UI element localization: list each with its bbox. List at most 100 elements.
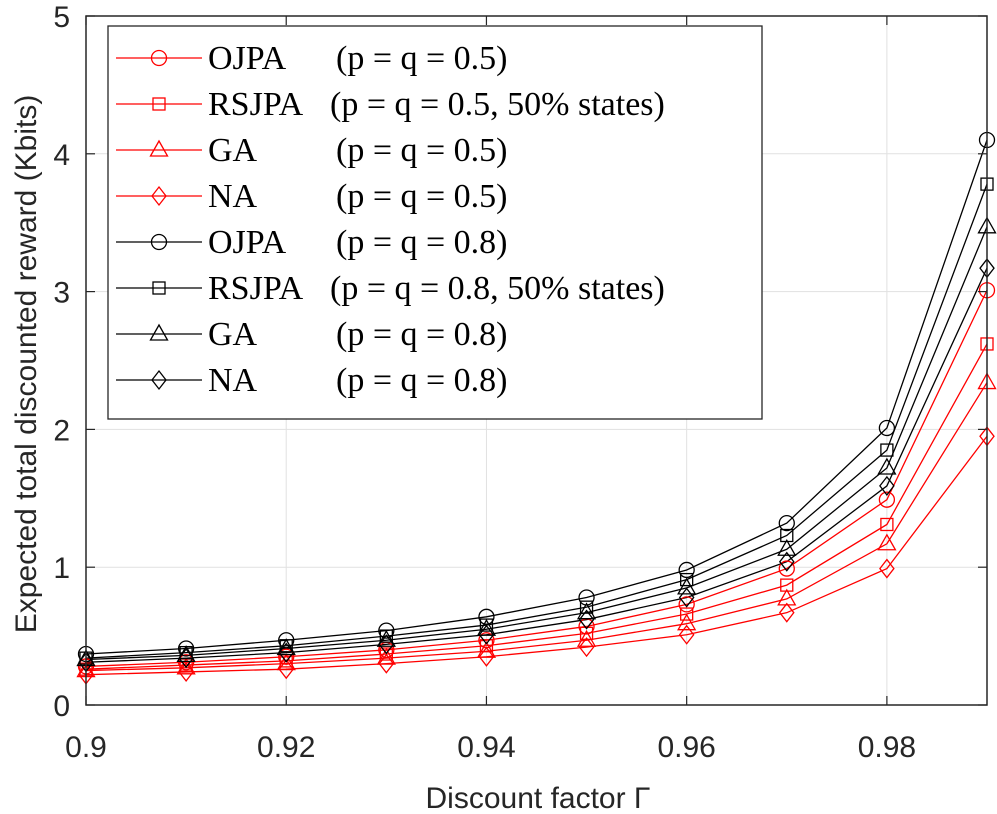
data-point-ga-6 — [877, 457, 897, 475]
data-point-ojpa-0 — [177, 654, 195, 671]
data-point-rsjpa-1 — [880, 517, 894, 532]
data-point-ojpa-4 — [378, 622, 395, 639]
data-point-ga-2 — [476, 640, 497, 658]
legend-series-name: OJPA — [208, 224, 287, 261]
legend-series-condition: (p = q = 0.8, 50% states) — [330, 270, 665, 307]
data-point-ojpa-4 — [678, 561, 695, 579]
legend-series-condition: (p = q = 0.8) — [336, 362, 508, 399]
y-tick-label: 0 — [53, 690, 70, 723]
y-tick-label: 3 — [53, 277, 70, 310]
data-point-na-7 — [378, 634, 395, 655]
data-point-ojpa-0 — [878, 491, 896, 508]
x-tick-label: 0.96 — [657, 731, 715, 764]
series-lines — [85, 139, 988, 676]
data-point-ojpa-0 — [678, 596, 695, 613]
data-point-rsjpa-1 — [479, 639, 494, 653]
data-point-na-7 — [178, 648, 194, 669]
data-point-na-3 — [378, 653, 395, 674]
data-point-ojpa-4 — [177, 640, 195, 657]
y-tick-label: 1 — [53, 552, 70, 585]
data-point-rsjpa-1 — [680, 607, 694, 621]
y-axis-label: Expected total discounted reward (Kbits) — [10, 95, 43, 634]
data-point-rsjpa-5 — [579, 600, 594, 614]
legend-series-name: GA — [208, 316, 258, 353]
data-point-na-7 — [778, 551, 795, 572]
legend-series-name: RSJPA — [208, 270, 304, 307]
legend-marker — [150, 233, 168, 251]
data-point-rsjpa-1 — [579, 626, 594, 640]
data-point-na-3 — [278, 659, 295, 680]
data-point-ga-2 — [276, 653, 296, 671]
legend-series-name: OJPA — [208, 40, 287, 77]
legend-marker — [151, 369, 167, 391]
legend-series-condition: (p = q = 0.5, 50% states) — [330, 86, 665, 123]
data-point-ga-6 — [777, 538, 797, 556]
data-point-ga-2 — [576, 629, 597, 647]
data-point-ojpa-0 — [278, 648, 295, 665]
data-point-ojpa-0 — [778, 560, 795, 577]
data-point-ga-2 — [777, 588, 797, 606]
legend-marker — [152, 97, 166, 111]
data-point-rsjpa-5 — [680, 572, 694, 587]
data-point-ga-6 — [476, 618, 497, 636]
data-point-na-3 — [778, 602, 795, 623]
data-point-ga-2 — [176, 657, 196, 675]
data-point-na-7 — [879, 475, 895, 496]
y-tick-labels: 0 1 2 3 4 5 — [53, 1, 70, 723]
series-line-na-7 — [85, 267, 988, 663]
x-tick-label: 0.98 — [858, 731, 916, 764]
y-tick-label: 5 — [53, 1, 70, 34]
x-tick-label: 0.94 — [457, 731, 515, 764]
series-line-ojpa-4 — [85, 139, 988, 655]
data-point-ojpa-4 — [278, 632, 295, 649]
data-point-ga-2 — [877, 533, 897, 551]
series-line-rsjpa-5 — [85, 183, 988, 659]
legend-marker — [151, 185, 167, 207]
axes-frame — [85, 15, 988, 706]
legend-series-condition: (p = q = 0.5) — [336, 40, 508, 77]
y-tick-label: 2 — [53, 414, 70, 447]
legend-series-condition: (p = q = 0.8) — [336, 316, 508, 353]
legend-marker — [152, 281, 166, 295]
legend-marker — [149, 139, 169, 157]
data-point-na-3 — [478, 646, 495, 667]
series-line-na-3 — [85, 435, 988, 676]
legend-series-condition: (p = q = 0.8) — [336, 224, 508, 261]
legend-marker — [150, 49, 168, 67]
data-point-ga-6 — [576, 602, 597, 620]
data-point-na-3 — [678, 624, 695, 645]
data-point-ga-6 — [276, 638, 296, 656]
data-point-ojpa-4 — [578, 589, 595, 606]
series-line-ga-2 — [85, 382, 988, 672]
series-line-ojpa-0 — [85, 289, 988, 668]
legend: OJPA (p = q = 0.5) RSJPA (p = q = 0.5, 50% … — [107, 25, 763, 420]
data-point-na-3 — [178, 661, 194, 682]
axis-ticks — [85, 15, 987, 706]
data-point-rsjpa-5 — [880, 443, 894, 457]
data-point-ojpa-4 — [478, 608, 495, 625]
legend-series-name: NA — [208, 362, 258, 399]
data-point-ojpa-4 — [778, 514, 795, 532]
data-point-ga-6 — [677, 577, 697, 595]
data-point-ga-6 — [376, 629, 396, 647]
legend-series-condition: (p = q = 0.5) — [336, 178, 508, 215]
x-axis-label: Discount factor Γ — [426, 782, 651, 814]
legend-series-condition: (p = q = 0.5) — [336, 132, 508, 169]
data-point-na-7 — [578, 609, 595, 630]
data-point-na-7 — [678, 587, 695, 608]
data-point-ga-2 — [376, 647, 396, 665]
legend-series-name: GA — [208, 132, 258, 169]
x-tick-label: 0.9 — [65, 731, 107, 764]
legend-series-name: RSJPA — [208, 86, 304, 123]
data-point-na-3 — [578, 637, 595, 658]
data-point-na-7 — [478, 624, 495, 645]
data-point-ojpa-4 — [878, 419, 896, 437]
data-point-ga-2 — [677, 613, 697, 631]
series-line-ga-6 — [85, 226, 988, 661]
legend-marker — [149, 323, 169, 341]
x-tick-labels: 0.9 0.92 0.94 0.96 0.98 — [65, 731, 916, 764]
series-line-rsjpa-1 — [85, 343, 988, 670]
x-tick-label: 0.92 — [257, 731, 315, 764]
legend-series-name: NA — [208, 178, 258, 215]
